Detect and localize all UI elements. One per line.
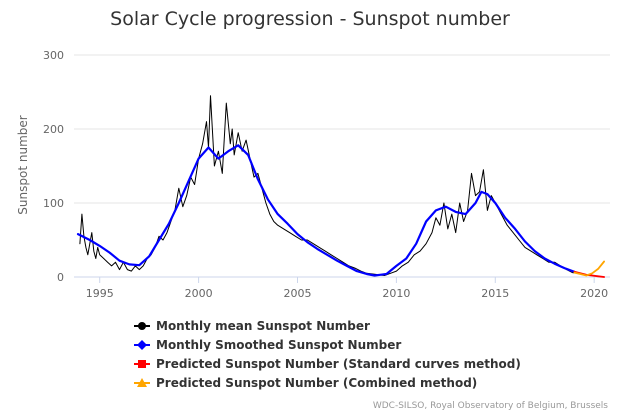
- x-tick-label: 2015: [481, 287, 509, 300]
- x-axis: 1995 2000 2005 2010 2015 2020: [86, 277, 608, 300]
- series-line-2: [76, 144, 576, 277]
- legend-marker-circle: [138, 322, 146, 330]
- legend-label: Monthly Smoothed Sunspot Number: [156, 338, 401, 352]
- series-group: [76, 95, 605, 278]
- y-tick-label: 100: [43, 197, 64, 210]
- y-axis-label: Sunspot number: [16, 115, 30, 214]
- x-tick-label: 2010: [382, 287, 410, 300]
- legend-marker-triangle: [137, 378, 147, 387]
- legend: Monthly mean Sunspot Number Monthly Smoot…: [134, 319, 521, 390]
- y-tick-label: 300: [43, 49, 64, 62]
- series-line-4: [573, 260, 605, 277]
- y-axis-ticks: 0 100 200 300: [43, 49, 64, 284]
- x-tick-label: 2005: [283, 287, 311, 300]
- legend-marker-square: [138, 360, 146, 368]
- series-line-1: [79, 95, 591, 276]
- x-tick-label: 2020: [580, 287, 608, 300]
- y-tick-label: 200: [43, 123, 64, 136]
- legend-label: Predicted Sunspot Number (Combined metho…: [156, 376, 477, 390]
- grid-lines: [74, 54, 610, 278]
- legend-marker-diamond: [137, 340, 147, 350]
- x-tick-label: 1995: [86, 287, 114, 300]
- y-tick-label: 0: [57, 271, 64, 284]
- legend-label: Monthly mean Sunspot Number: [156, 319, 370, 333]
- legend-label: Predicted Sunspot Number (Standard curve…: [156, 357, 521, 371]
- chart-title: Solar Cycle progression - Sunspot number: [110, 8, 510, 30]
- credit-text: WDC-SILSO, Royal Observatory of Belgium,…: [373, 401, 608, 411]
- x-tick-label: 2000: [185, 287, 213, 300]
